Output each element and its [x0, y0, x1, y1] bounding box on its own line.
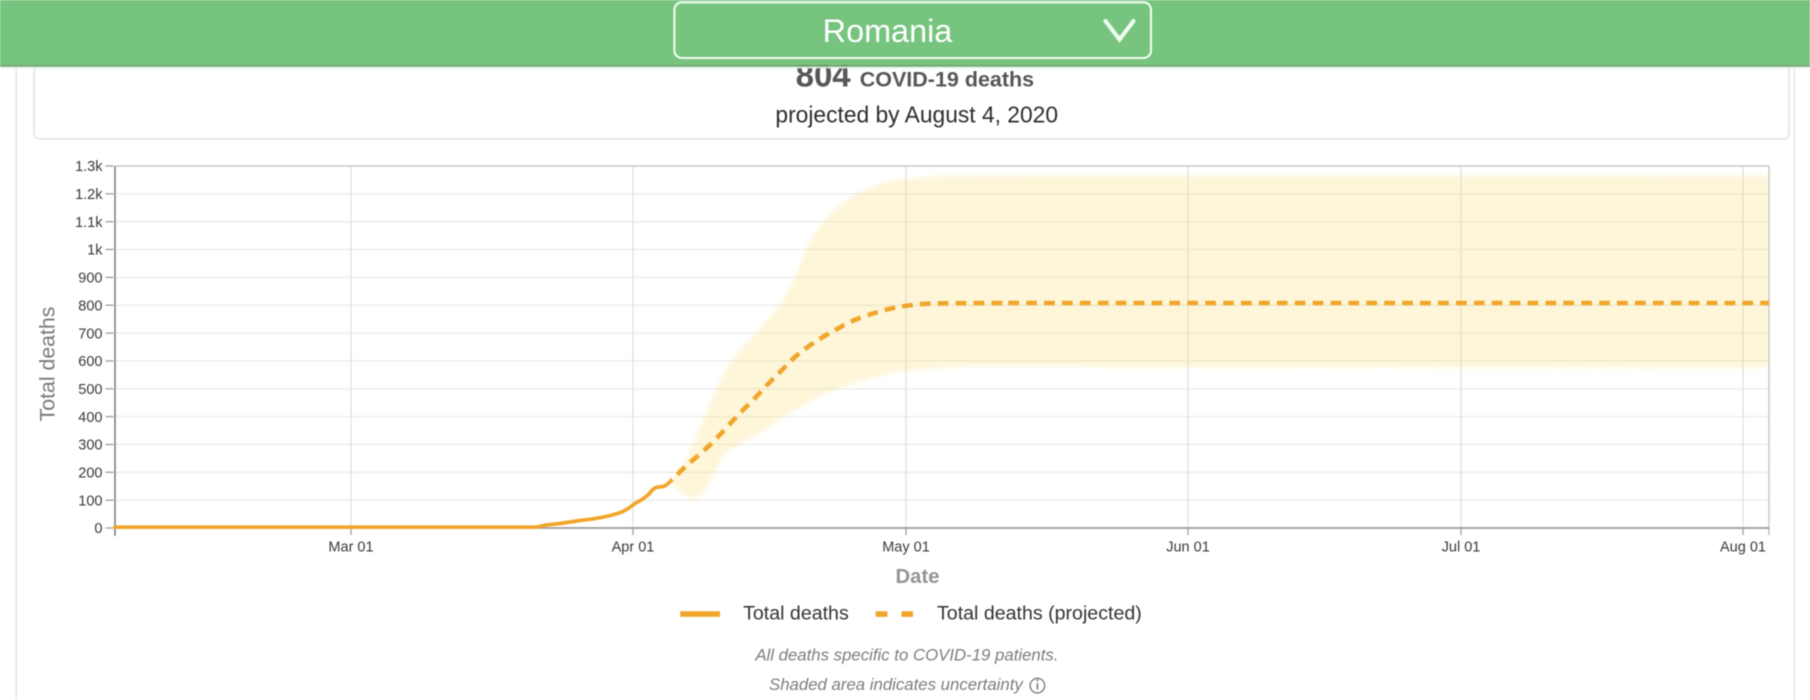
svg-text:1.2k: 1.2k	[75, 187, 103, 203]
svg-text:500: 500	[78, 382, 102, 398]
svg-text:All deaths specific to COVID-1: All deaths specific to COVID-19 patients…	[754, 646, 1058, 665]
svg-text:700: 700	[78, 326, 102, 342]
svg-text:1k: 1k	[87, 243, 103, 259]
svg-text:1.1k: 1.1k	[75, 215, 103, 231]
svg-text:May 01: May 01	[882, 539, 930, 555]
svg-text:Total deaths: Total deaths	[36, 307, 60, 422]
svg-text:Apr 01: Apr 01	[612, 539, 655, 555]
svg-text:900: 900	[78, 271, 102, 287]
svg-text:200: 200	[78, 466, 102, 482]
svg-text:600: 600	[78, 354, 102, 370]
svg-text:Jul 01: Jul 01	[1442, 539, 1481, 555]
svg-text:400: 400	[78, 410, 102, 426]
svg-text:100: 100	[78, 493, 102, 509]
svg-text:0: 0	[94, 521, 102, 537]
svg-text:Aug 01: Aug 01	[1720, 539, 1766, 555]
svg-text:COVID-19 deaths: COVID-19 deaths	[860, 67, 1034, 91]
svg-text:Shaded area indicates uncertai: Shaded area indicates uncertainty	[769, 675, 1024, 694]
svg-text:projected by August 4, 2020: projected by August 4, 2020	[775, 101, 1058, 127]
svg-text:300: 300	[78, 438, 102, 454]
svg-text:Jun 01: Jun 01	[1166, 539, 1210, 555]
svg-text:800: 800	[78, 298, 102, 314]
svg-text:Romania: Romania	[823, 13, 954, 49]
svg-text:Total deaths: Total deaths	[743, 603, 849, 625]
svg-text:Total deaths (projected): Total deaths (projected)	[937, 603, 1142, 625]
svg-text:Mar 01: Mar 01	[328, 539, 373, 555]
svg-text:1.3k: 1.3k	[75, 159, 103, 175]
svg-text:Date: Date	[896, 566, 940, 588]
